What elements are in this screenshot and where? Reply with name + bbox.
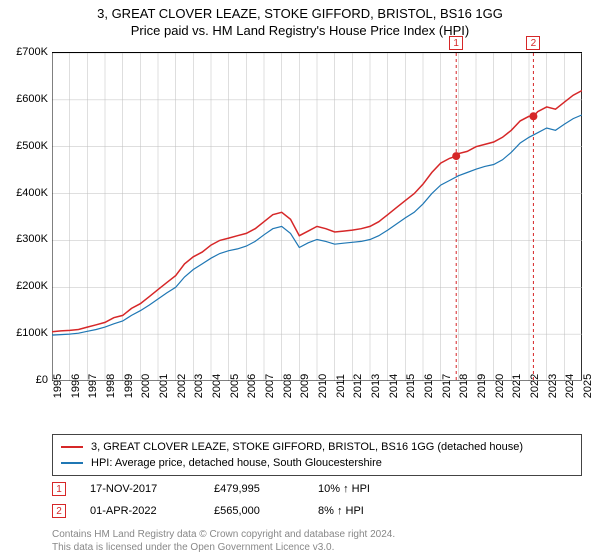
transaction-price: £565,000 [214, 505, 294, 517]
x-tick-label: 2023 [547, 374, 559, 398]
x-tick-label: 2012 [352, 374, 364, 398]
transaction-pct: 10% ↑ HPI [318, 483, 398, 495]
y-tick-label: £200K [16, 280, 48, 292]
chart-marker-badge: 1 [449, 36, 463, 50]
x-tick-label: 2024 [564, 374, 576, 398]
transaction-date: 17-NOV-2017 [90, 483, 190, 495]
legend-label: HPI: Average price, detached house, Sout… [91, 457, 382, 469]
chart-container: 3, GREAT CLOVER LEAZE, STOKE GIFFORD, BR… [0, 0, 600, 560]
legend-row: HPI: Average price, detached house, Sout… [61, 455, 573, 471]
chart-marker-badge: 2 [526, 36, 540, 50]
x-tick-label: 2011 [335, 374, 347, 398]
y-tick-label: £500K [16, 140, 48, 152]
legend-label: 3, GREAT CLOVER LEAZE, STOKE GIFFORD, BR… [91, 441, 523, 453]
transaction-row: 2 01-APR-2022 £565,000 8% ↑ HPI [52, 500, 582, 522]
transaction-date: 01-APR-2022 [90, 505, 190, 517]
transaction-price: £479,995 [214, 483, 294, 495]
legend: 3, GREAT CLOVER LEAZE, STOKE GIFFORD, BR… [52, 434, 582, 476]
y-tick-label: £300K [16, 233, 48, 245]
x-tick-label: 2001 [158, 374, 170, 398]
transaction-pct: 8% ↑ HPI [318, 505, 398, 517]
plot-area [52, 52, 582, 380]
x-tick-label: 2019 [476, 374, 488, 398]
x-tick-label: 2022 [529, 374, 541, 398]
legend-row: 3, GREAT CLOVER LEAZE, STOKE GIFFORD, BR… [61, 439, 573, 455]
x-tick-label: 2025 [582, 374, 594, 398]
x-tick-label: 2004 [211, 374, 223, 398]
x-tick-label: 2009 [299, 374, 311, 398]
transaction-row: 1 17-NOV-2017 £479,995 10% ↑ HPI [52, 478, 582, 500]
license-text: Contains HM Land Registry data © Crown c… [52, 528, 582, 554]
x-tick-label: 2007 [264, 374, 276, 398]
y-tick-label: £400K [16, 187, 48, 199]
x-tick-label: 2016 [423, 374, 435, 398]
x-tick-label: 2017 [441, 374, 453, 398]
chart-svg [52, 53, 582, 381]
x-tick-label: 2013 [370, 374, 382, 398]
y-tick-label: £0 [36, 374, 48, 386]
x-tick-label: 2003 [193, 374, 205, 398]
x-tick-label: 2008 [282, 374, 294, 398]
x-tick-label: 2006 [246, 374, 258, 398]
chart-title: 3, GREAT CLOVER LEAZE, STOKE GIFFORD, BR… [0, 0, 600, 21]
x-tick-label: 2015 [405, 374, 417, 398]
x-tick-label: 1997 [87, 374, 99, 398]
transaction-badge: 1 [52, 482, 66, 496]
x-tick-label: 1999 [123, 374, 135, 398]
x-tick-label: 2014 [388, 374, 400, 398]
license-line-2: This data is licensed under the Open Gov… [52, 541, 582, 554]
x-tick-label: 2018 [458, 374, 470, 398]
x-tick-label: 2005 [229, 374, 241, 398]
y-tick-label: £700K [16, 46, 48, 58]
x-tick-label: 2002 [176, 374, 188, 398]
transaction-badge: 2 [52, 504, 66, 518]
x-tick-label: 2000 [140, 374, 152, 398]
x-tick-label: 2010 [317, 374, 329, 398]
transactions-table: 1 17-NOV-2017 £479,995 10% ↑ HPI 2 01-APR-202… [52, 478, 582, 522]
y-tick-label: £600K [16, 93, 48, 105]
y-tick-label: £100K [16, 327, 48, 339]
legend-swatch [61, 462, 83, 464]
x-tick-label: 2021 [511, 374, 523, 398]
x-tick-label: 1996 [70, 374, 82, 398]
x-tick-label: 1995 [52, 374, 64, 398]
legend-swatch [61, 446, 83, 448]
license-line-1: Contains HM Land Registry data © Crown c… [52, 528, 582, 541]
x-tick-label: 1998 [105, 374, 117, 398]
x-tick-label: 2020 [494, 374, 506, 398]
chart-subtitle: Price paid vs. HM Land Registry's House … [0, 21, 600, 38]
